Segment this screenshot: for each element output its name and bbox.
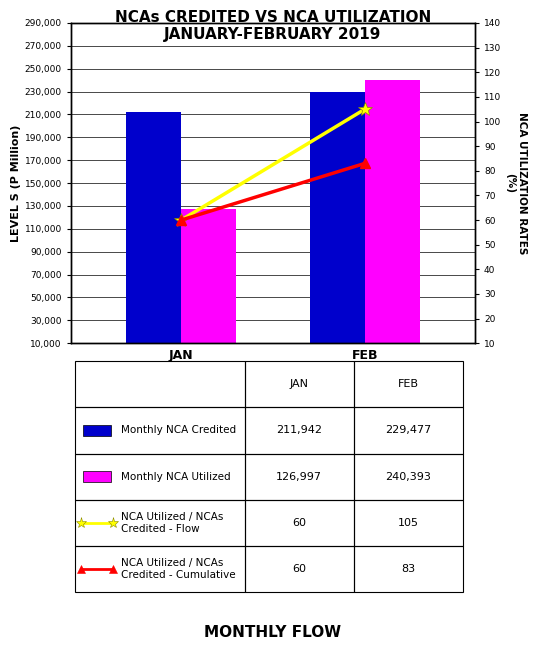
Text: 240,393: 240,393	[385, 472, 431, 482]
Bar	[365, 80, 420, 355]
Bar	[245, 500, 354, 546]
Text: 60: 60	[292, 564, 306, 574]
Text: 83: 83	[401, 564, 416, 574]
Text: JAN: JAN	[290, 379, 308, 389]
Bar	[354, 407, 463, 453]
Text: FEB: FEB	[398, 379, 419, 389]
Text: 60: 60	[292, 518, 306, 528]
Bar	[75, 407, 245, 453]
Text: 229,477: 229,477	[385, 425, 431, 436]
Text: NCA Utilized / NCAs
Credited - Flow: NCA Utilized / NCAs Credited - Flow	[121, 512, 224, 534]
Bar	[354, 453, 463, 500]
Text: 211,942: 211,942	[276, 425, 322, 436]
Bar	[75, 500, 245, 546]
Bar	[354, 546, 463, 592]
Text: Monthly NCA Utilized: Monthly NCA Utilized	[121, 472, 231, 482]
Text: MONTHLY FLOW: MONTHLY FLOW	[204, 625, 342, 640]
Bar	[310, 92, 365, 355]
Bar	[354, 500, 463, 546]
Text: Monthly NCA Credited: Monthly NCA Credited	[121, 425, 236, 436]
Bar	[181, 209, 236, 355]
Bar	[75, 453, 245, 500]
Bar	[245, 361, 354, 407]
Text: 105: 105	[398, 518, 419, 528]
Bar	[83, 424, 111, 436]
Bar	[83, 471, 111, 482]
Bar	[245, 407, 354, 453]
Bar	[75, 361, 245, 407]
Text: NCAs CREDITED VS NCA UTILIZATION
JANUARY-FEBRUARY 2019: NCAs CREDITED VS NCA UTILIZATION JANUARY…	[115, 10, 431, 42]
Bar	[75, 546, 245, 592]
Y-axis label: NCA UTILIZATION RATES
(%): NCA UTILIZATION RATES (%)	[506, 112, 527, 255]
Bar	[126, 112, 181, 355]
Text: NCA Utilized / NCAs
Credited - Cumulative: NCA Utilized / NCAs Credited - Cumulativ…	[121, 558, 236, 580]
Y-axis label: LEVEL S (P Million): LEVEL S (P Million)	[10, 125, 21, 242]
Bar	[245, 546, 354, 592]
Bar	[354, 361, 463, 407]
Bar	[245, 453, 354, 500]
Text: 126,997: 126,997	[276, 472, 322, 482]
